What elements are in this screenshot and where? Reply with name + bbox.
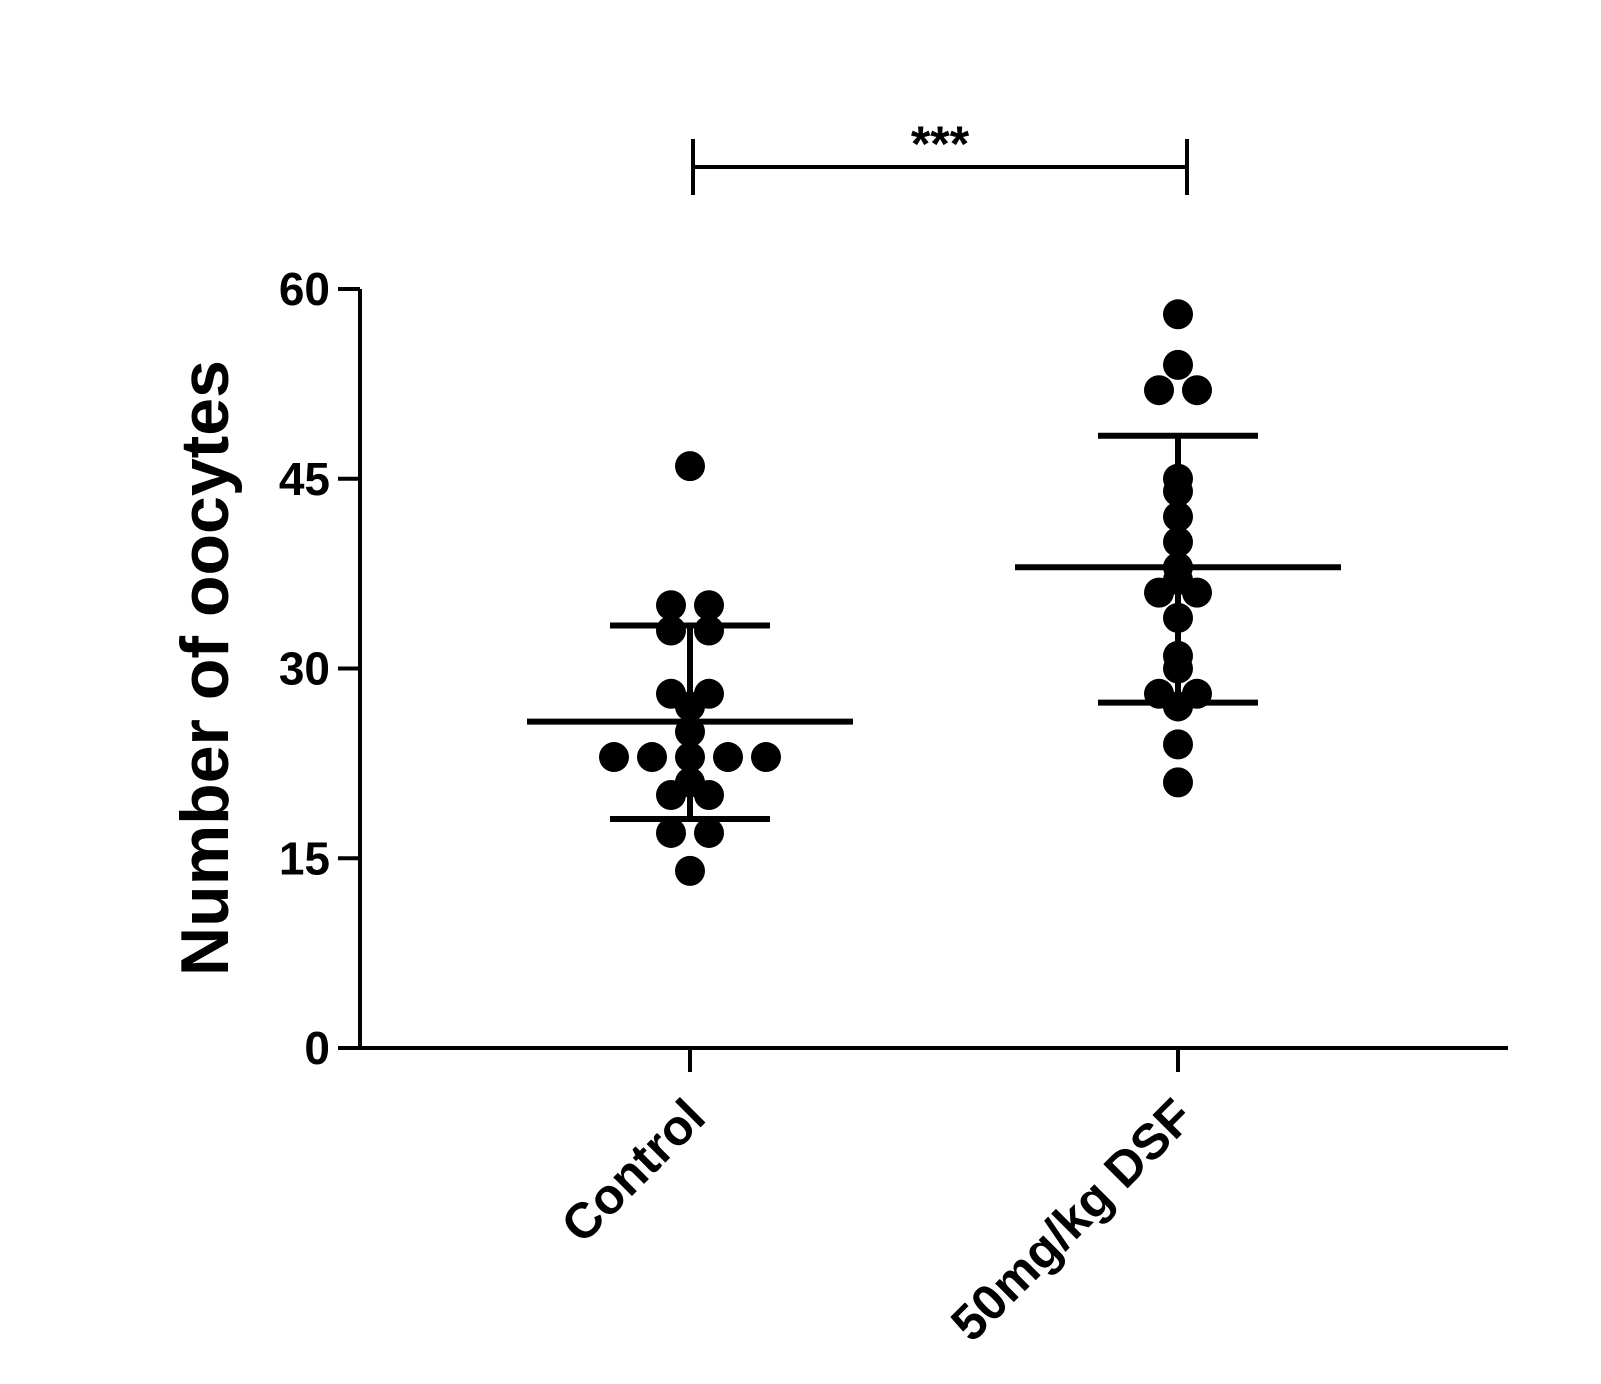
mean-sd-bars (527, 432, 1341, 823)
y-axis-label: Number of oocytes (167, 360, 243, 976)
y-axis-ticks: 0 15 30 45 60 (279, 263, 360, 1074)
y-tick-label: 45 (279, 453, 330, 505)
data-point (751, 742, 781, 773)
data-point (656, 590, 686, 621)
significance-bracket-line (691, 139, 1189, 195)
data-point (694, 590, 724, 621)
data-point (1163, 729, 1193, 760)
y-tick-label: 30 (279, 643, 330, 695)
data-point (1163, 767, 1193, 798)
significance-bracket: *** (691, 116, 1189, 195)
data-point (1144, 375, 1174, 406)
data-point (656, 817, 686, 848)
y-tick-label: 15 (279, 832, 330, 884)
data-point (675, 855, 705, 886)
data-point (637, 742, 667, 773)
data-point (1163, 349, 1193, 380)
x-category-label: 50mg/kg DSF (940, 1088, 1204, 1352)
data-point (1163, 299, 1193, 330)
data-point (675, 451, 705, 482)
data-point (656, 678, 686, 709)
data-point (713, 742, 743, 773)
data-point (1182, 375, 1212, 406)
y-tick-label: 0 (304, 1022, 330, 1074)
data-point (694, 817, 724, 848)
data-point (599, 742, 629, 773)
x-axis-ticks: Control 50mg/kg DSF (551, 1048, 1204, 1352)
axes (358, 289, 1508, 1050)
data-point (694, 678, 724, 709)
significance-label: *** (911, 116, 970, 172)
y-tick-label: 60 (279, 263, 330, 315)
x-category-label: Control (551, 1088, 716, 1253)
